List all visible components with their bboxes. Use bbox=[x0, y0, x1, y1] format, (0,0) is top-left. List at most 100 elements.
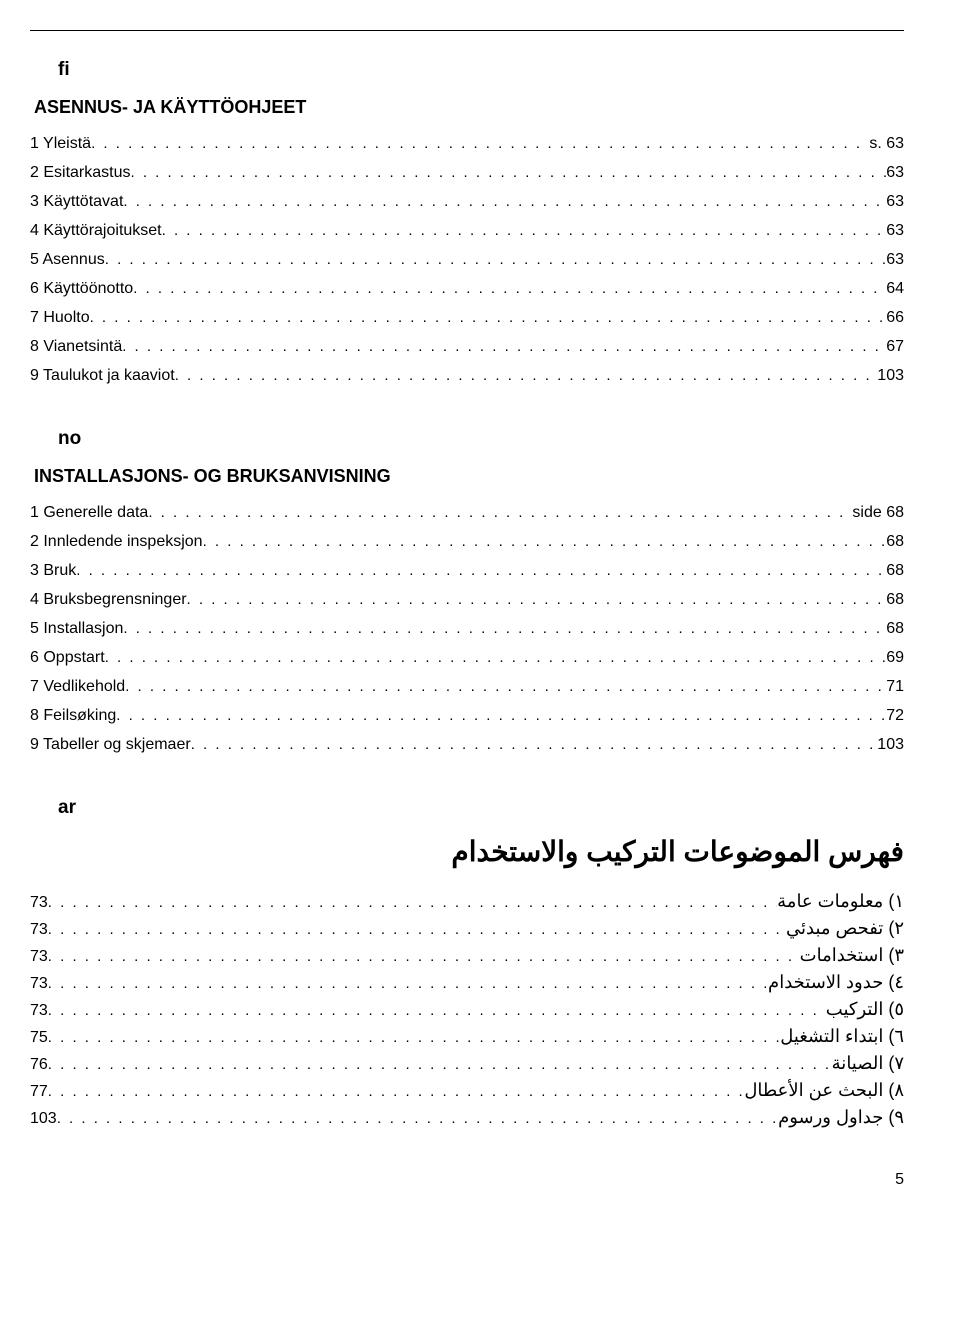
toc-label: 1 Generelle data bbox=[30, 505, 148, 521]
toc-dots: . . . . . . . . . . . . . . . . . . . . … bbox=[123, 194, 886, 209]
toc-row: 5 Installasjon . . . . . . . . . . . . .… bbox=[30, 621, 904, 637]
toc-page: s. 63 bbox=[869, 136, 904, 152]
toc-page: 68 bbox=[886, 534, 904, 550]
section-title-no: INSTALLASJONS- OG BRUKSANVISNING bbox=[34, 466, 904, 487]
toc-page: 64 bbox=[886, 281, 904, 297]
toc-dots: . . . . . . . . . . . . . . . . . . . . … bbox=[105, 252, 886, 267]
toc-row: 73. . . . . . . . . . . . . . . . . . . … bbox=[30, 919, 904, 938]
toc-page: 77 bbox=[30, 1084, 48, 1100]
toc-label: 1 Yleistä bbox=[30, 136, 91, 152]
toc-page: 71 bbox=[886, 679, 904, 695]
toc-row: 9 Taulukot ja kaaviot . . . . . . . . . … bbox=[30, 368, 904, 384]
toc-label: ١) معلومات عامة bbox=[777, 892, 904, 910]
toc-dots: . . . . . . . . . . . . . . . . . . . . … bbox=[91, 136, 869, 151]
toc-label: ٤) حدود الاستخدام bbox=[768, 973, 904, 991]
toc-label: ٨) البحث عن الأعطال bbox=[744, 1081, 904, 1099]
toc-dots: . . . . . . . . . . . . . . . . . . . . … bbox=[191, 737, 878, 752]
toc-label: ٩) جداول ورسوم bbox=[778, 1108, 904, 1126]
toc-dots: . . . . . . . . . . . . . . . . . . . . … bbox=[130, 165, 886, 180]
lang-code-no: no bbox=[58, 428, 904, 450]
toc-row: 8 Feilsøking . . . . . . . . . . . . . .… bbox=[30, 708, 904, 724]
toc-page: 63 bbox=[886, 194, 904, 210]
toc-label: 3 Käyttötavat bbox=[30, 194, 123, 210]
toc-row: 5 Asennus . . . . . . . . . . . . . . . … bbox=[30, 252, 904, 268]
toc-dots: . . . . . . . . . . . . . . . . . . . . … bbox=[76, 563, 886, 578]
toc-label: 2 Esitarkastus bbox=[30, 165, 130, 181]
toc-page: 73 bbox=[30, 949, 48, 965]
toc-dots: . . . . . . . . . . . . . . . . . . . . … bbox=[105, 650, 887, 665]
toc-dots: . . . . . . . . . . . . . . . . . . . . … bbox=[48, 976, 768, 991]
toc-row: 4 Bruksbegrensninger . . . . . . . . . .… bbox=[30, 592, 904, 608]
toc-page: 103 bbox=[877, 737, 904, 753]
toc-label: 9 Tabeller og skjemaer bbox=[30, 737, 191, 753]
toc-list-no: 1 Generelle data . . . . . . . . . . . .… bbox=[30, 505, 904, 753]
toc-label: ٢) تفحص مبدئي bbox=[786, 919, 904, 937]
toc-page: 68 bbox=[886, 621, 904, 637]
toc-dots: . . . . . . . . . . . . . . . . . . . . … bbox=[48, 922, 786, 937]
toc-dots: . . . . . . . . . . . . . . . . . . . . … bbox=[175, 368, 878, 383]
toc-dots: . . . . . . . . . . . . . . . . . . . . … bbox=[48, 949, 800, 964]
toc-dots: . . . . . . . . . . . . . . . . . . . . … bbox=[57, 1111, 778, 1126]
toc-row: 4 Käyttörajoitukset . . . . . . . . . . … bbox=[30, 223, 904, 239]
toc-row: 1 Yleistä . . . . . . . . . . . . . . . … bbox=[30, 136, 904, 152]
toc-page: 75 bbox=[30, 1030, 48, 1046]
toc-page: 103 bbox=[30, 1111, 57, 1127]
toc-label: 8 Vianetsintä bbox=[30, 339, 122, 355]
toc-row: 8 Vianetsintä . . . . . . . . . . . . . … bbox=[30, 339, 904, 355]
toc-row: 1 Generelle data . . . . . . . . . . . .… bbox=[30, 505, 904, 521]
toc-page: side 68 bbox=[852, 505, 904, 521]
toc-page: 66 bbox=[886, 310, 904, 326]
page-number: 5 bbox=[30, 1171, 904, 1189]
toc-label: 5 Asennus bbox=[30, 252, 105, 268]
toc-dots: . . . . . . . . . . . . . . . . . . . . … bbox=[48, 1084, 745, 1099]
top-rule bbox=[30, 30, 904, 31]
toc-page: 73 bbox=[30, 922, 48, 938]
section-title-fi: ASENNUS- JA KÄYTTÖOHJEET bbox=[34, 97, 904, 118]
toc-page: 103 bbox=[877, 368, 904, 384]
lang-code-ar: ar bbox=[58, 797, 904, 819]
toc-dots: . . . . . . . . . . . . . . . . . . . . … bbox=[48, 1030, 780, 1045]
toc-page: 73 bbox=[30, 1003, 48, 1019]
toc-dots: . . . . . . . . . . . . . . . . . . . . … bbox=[48, 895, 777, 910]
toc-label: 2 Innledende inspeksjon bbox=[30, 534, 203, 550]
section-no: no INSTALLASJONS- OG BRUKSANVISNING 1 Ge… bbox=[30, 428, 904, 753]
toc-row: 2 Innledende inspeksjon . . . . . . . . … bbox=[30, 534, 904, 550]
toc-dots: . . . . . . . . . . . . . . . . . . . . … bbox=[90, 310, 887, 325]
toc-page: 63 bbox=[886, 165, 904, 181]
toc-row: 73. . . . . . . . . . . . . . . . . . . … bbox=[30, 892, 904, 911]
toc-dots: . . . . . . . . . . . . . . . . . . . . … bbox=[48, 1003, 826, 1018]
toc-list-fi: 1 Yleistä . . . . . . . . . . . . . . . … bbox=[30, 136, 904, 384]
toc-label: 3 Bruk bbox=[30, 563, 76, 579]
toc-page: 67 bbox=[886, 339, 904, 355]
toc-row: 6 Käyttöönotto . . . . . . . . . . . . .… bbox=[30, 281, 904, 297]
toc-row: 9 Tabeller og skjemaer . . . . . . . . .… bbox=[30, 737, 904, 753]
toc-label: ٦) ابتداء التشغيل bbox=[780, 1027, 904, 1045]
toc-dots: . . . . . . . . . . . . . . . . . . . . … bbox=[133, 281, 886, 296]
toc-row: 77. . . . . . . . . . . . . . . . . . . … bbox=[30, 1081, 904, 1100]
toc-label: 6 Käyttöönotto bbox=[30, 281, 133, 297]
toc-dots: . . . . . . . . . . . . . . . . . . . . … bbox=[187, 592, 887, 607]
toc-dots: . . . . . . . . . . . . . . . . . . . . … bbox=[162, 223, 887, 238]
toc-row: 103. . . . . . . . . . . . . . . . . . .… bbox=[30, 1108, 904, 1127]
toc-dots: . . . . . . . . . . . . . . . . . . . . … bbox=[116, 708, 886, 723]
toc-label: 7 Huolto bbox=[30, 310, 90, 326]
toc-page: 63 bbox=[886, 223, 904, 239]
toc-label: 4 Bruksbegrensninger bbox=[30, 592, 187, 608]
toc-label: ٣) استخدامات bbox=[800, 946, 904, 964]
toc-list-ar: 73. . . . . . . . . . . . . . . . . . . … bbox=[30, 892, 904, 1127]
toc-row: 7 Huolto . . . . . . . . . . . . . . . .… bbox=[30, 310, 904, 326]
toc-row: 73. . . . . . . . . . . . . . . . . . . … bbox=[30, 973, 904, 992]
section-fi: fi ASENNUS- JA KÄYTTÖOHJEET 1 Yleistä . … bbox=[30, 59, 904, 384]
toc-page: 68 bbox=[886, 592, 904, 608]
section-ar: ar فهرس الموضوعات التركيب والاستخدام 73.… bbox=[30, 797, 904, 1127]
toc-label: 9 Taulukot ja kaaviot bbox=[30, 368, 175, 384]
toc-label: 6 Oppstart bbox=[30, 650, 105, 666]
toc-label: ٧) الصيانة bbox=[832, 1054, 904, 1072]
toc-dots: . . . . . . . . . . . . . . . . . . . . … bbox=[122, 339, 886, 354]
toc-label: 5 Installasjon bbox=[30, 621, 123, 637]
toc-dots: . . . . . . . . . . . . . . . . . . . . … bbox=[123, 621, 886, 636]
toc-row: 2 Esitarkastus . . . . . . . . . . . . .… bbox=[30, 165, 904, 181]
toc-page: 72 bbox=[886, 708, 904, 724]
toc-dots: . . . . . . . . . . . . . . . . . . . . … bbox=[203, 534, 887, 549]
toc-page: 68 bbox=[886, 563, 904, 579]
